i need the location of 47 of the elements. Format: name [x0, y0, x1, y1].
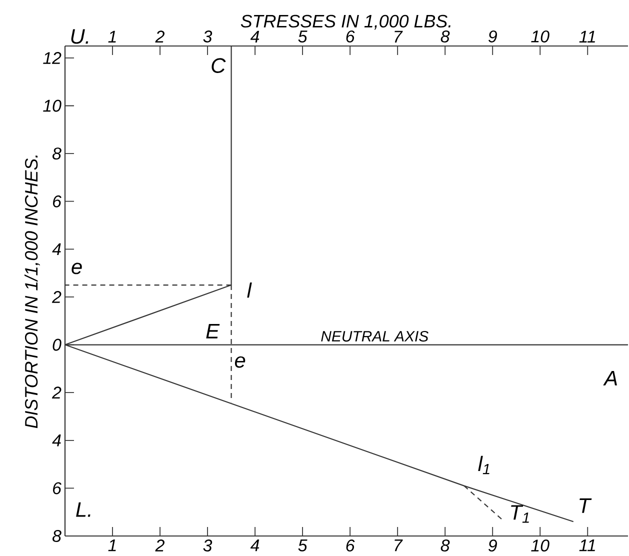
- x2-tick-label: 10: [531, 540, 550, 552]
- annotation: l: [247, 282, 252, 298]
- y-tick-label: 6: [53, 195, 62, 208]
- annotation: C: [212, 58, 226, 73]
- y-tick-label: 4: [52, 434, 61, 446]
- x-tick-label: 7: [394, 30, 403, 42]
- x-tick-label: 3: [203, 30, 212, 42]
- x2-tick-label: 3: [203, 540, 212, 552]
- x-tick-label: 6: [346, 30, 355, 42]
- x-tick-label: 11: [579, 30, 595, 42]
- x2-tick-label: 8: [440, 540, 450, 552]
- x2-tick-label: 9: [488, 540, 497, 552]
- x2-tick-label: 11: [579, 540, 595, 552]
- x2-tick-label: 7: [394, 540, 403, 552]
- y-tick-label: 10: [43, 100, 62, 112]
- x-tick-label: 10: [531, 30, 550, 42]
- y-tick-label: 2: [52, 386, 62, 398]
- y-tick-label: 8: [52, 530, 62, 542]
- y-tick-label: 0: [52, 338, 62, 351]
- y-tick-label: 4: [52, 243, 61, 255]
- annotation: e: [234, 356, 246, 368]
- x-tick-label: 8: [440, 30, 450, 42]
- x-tick-label: 4: [250, 30, 260, 42]
- y-tick-label: 8: [52, 148, 62, 160]
- annotation: T$_{1}$: [511, 505, 529, 523]
- x2-tick-label: 2: [155, 540, 164, 552]
- x2-tick-label: 5: [298, 540, 308, 552]
- x-tick-label: 9: [488, 30, 497, 42]
- ref-line-label: NEUTRAL AXIS: [321, 330, 428, 342]
- annotation: A: [603, 371, 617, 386]
- annotation: e: [72, 262, 82, 274]
- x-tick-label: 5: [298, 30, 308, 42]
- y-tick-label: 6: [53, 482, 62, 494]
- annotation: T: [580, 498, 592, 513]
- x-tick-label: 1: [108, 30, 116, 42]
- y-tick-label: 2: [52, 291, 62, 303]
- y-tick-label: 12: [43, 52, 62, 64]
- annotation: E: [206, 324, 220, 338]
- x2-tick-label: 4: [250, 540, 260, 552]
- text: U.: [71, 29, 88, 44]
- x2-tick-label: 6: [346, 540, 355, 552]
- x-tick-label: 2: [155, 30, 164, 42]
- y-axis-title: DISTORTION IN 1/1,000 INCHES.: [24, 156, 40, 428]
- x2-axis-title: STRESSES IN 1,000 LBS.: [240, 14, 450, 30]
- x2-tick-label: 1: [108, 540, 116, 552]
- annotation: l$_{1}$: [478, 456, 490, 474]
- annotation: L.: [76, 502, 90, 517]
